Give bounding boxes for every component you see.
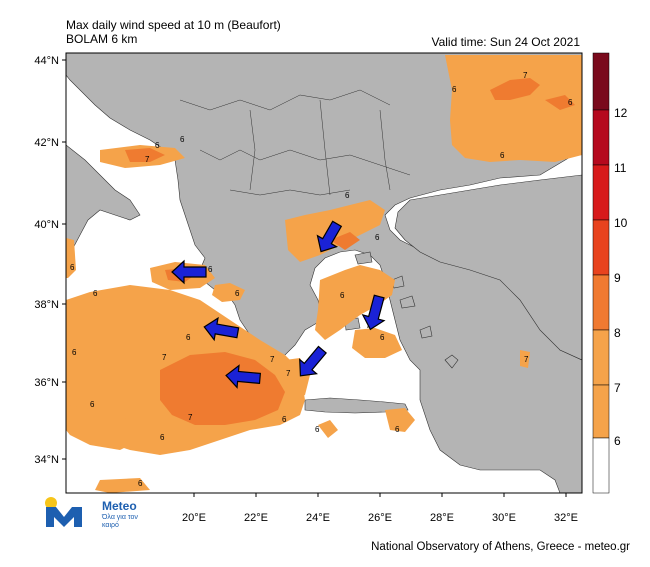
contour-label: 6: [160, 433, 165, 442]
legend-colorbar: [592, 52, 610, 494]
legend-label: 6: [614, 434, 621, 448]
wind-arrow-icon: [171, 259, 207, 285]
title-line-1: Max daily wind speed at 10 m (Beaufort): [66, 18, 281, 32]
legend-label: 8: [614, 326, 621, 340]
lat-label: 38°N: [34, 299, 59, 311]
legend-label: 10: [614, 216, 628, 230]
contour-label: 6: [180, 135, 185, 144]
contour-label: 7: [188, 413, 193, 422]
contour-label: 6: [90, 400, 95, 409]
contour-label: 7: [162, 353, 167, 362]
contour-label: 7: [286, 369, 291, 378]
legend-label: 9: [614, 271, 621, 285]
lat-label: 44°N: [34, 55, 59, 67]
lon-labels: 20°E 22°E 24°E 26°E 28°E 30°E 32°E: [182, 512, 578, 524]
contour-label: 6: [93, 289, 98, 298]
contour-label: 6: [282, 415, 287, 424]
contour-label: 6: [208, 265, 213, 274]
meteo-logo-icon: [45, 497, 82, 527]
lat-labels: 44°N 42°N 40°N 38°N 36°N 34°N: [34, 55, 59, 466]
lon-label: 22°E: [244, 512, 268, 524]
wind-arrow-icon: [203, 316, 240, 342]
lon-label: 28°E: [430, 512, 454, 524]
lon-label: 26°E: [368, 512, 392, 524]
lon-label: 24°E: [306, 512, 330, 524]
lat-ticks: [62, 59, 66, 460]
wind-arrow-icon: [299, 345, 327, 377]
wind-shading-7: [125, 78, 575, 425]
wind-arrow-icon: [316, 220, 343, 253]
borders: [179, 89, 411, 196]
contour-label: 6: [70, 263, 75, 272]
lat-label: 34°N: [34, 454, 59, 466]
contour-label: 7: [145, 155, 150, 164]
lon-ticks: [193, 493, 567, 497]
contour-labels: 6 7 6 7 6 6 6 6 6 6 6 6 7 7 7 7 6 6 6 6 …: [70, 71, 573, 488]
legend-label: 7: [614, 381, 621, 395]
contour-label: 6: [72, 348, 77, 357]
contour-label: 7: [270, 355, 275, 364]
contour-label: 6: [155, 141, 160, 150]
legend-label: 12: [614, 106, 628, 120]
lon-label: 20°E: [182, 512, 206, 524]
title-line-2: BOLAM 6 km: [66, 32, 138, 46]
legend-label: 11: [614, 161, 627, 175]
map-title: Max daily wind speed at 10 m (Beaufort) …: [66, 18, 281, 46]
wind-arrows: [171, 220, 386, 389]
contour-label: 6: [395, 425, 400, 434]
lat-label: 40°N: [34, 219, 59, 231]
map-frame: [65, 52, 583, 494]
logo-name: Meteo: [102, 499, 137, 513]
legend-labels: 12 11 10 9 8 7 6: [614, 106, 628, 448]
contour-label: 6: [186, 333, 191, 342]
contour-label: 6: [235, 289, 240, 298]
lon-label: 30°E: [492, 512, 516, 524]
contour-label: 6: [568, 98, 573, 107]
valid-time: Valid time: Sun 24 Oct 2021: [431, 35, 580, 49]
wind-arrow-icon: [225, 364, 262, 389]
meteo-logo: Meteo Όλα για τον καιρό: [42, 495, 162, 535]
logo-tagline: Όλα για τον καιρό: [102, 514, 138, 529]
contour-label: 7: [524, 355, 529, 364]
contour-label: 6: [380, 333, 385, 342]
lat-label: 42°N: [34, 137, 59, 149]
credit-text: National Observatory of Athens, Greece -…: [371, 541, 630, 553]
contour-label: 6: [340, 291, 345, 300]
contour-label: 6: [315, 425, 320, 434]
contour-label: 7: [523, 71, 528, 80]
contour-label: 6: [452, 85, 457, 94]
contour-label: 6: [138, 479, 143, 488]
contour-label: 6: [345, 191, 350, 200]
wind-arrow-icon: [361, 294, 386, 331]
contour-label: 6: [500, 151, 505, 160]
lon-label: 32°E: [554, 512, 578, 524]
lat-label: 36°N: [34, 377, 59, 389]
contour-label: 6: [375, 233, 380, 242]
